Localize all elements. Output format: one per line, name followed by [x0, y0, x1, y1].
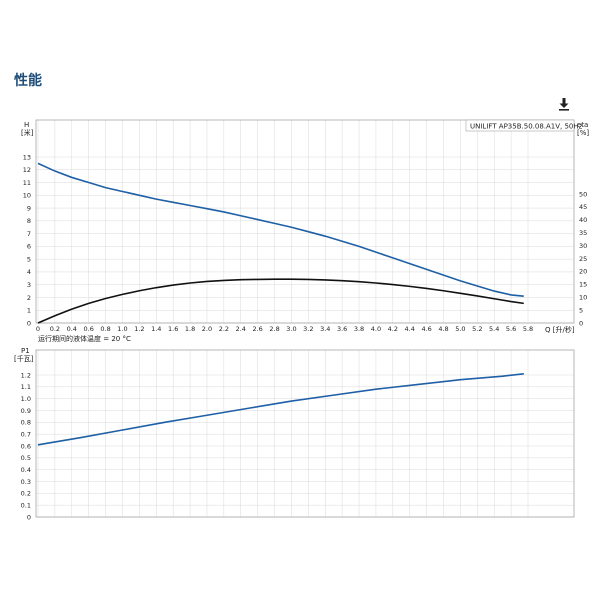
- chart1-ytick: 9: [27, 204, 31, 212]
- chart1-y2tick: 0: [579, 319, 583, 327]
- chart1-xtick: 2.4: [236, 325, 246, 333]
- chart1-xtick: 0.8: [100, 325, 110, 333]
- download-icon[interactable]: [557, 97, 571, 111]
- chart2-ytick: 0.7: [21, 430, 31, 438]
- chart1-y2label-line1: eta: [577, 121, 588, 129]
- chart1-y2tick: 40: [579, 216, 587, 224]
- chart1-ytick: 13: [23, 153, 31, 161]
- chart1-ytick: 12: [23, 166, 31, 174]
- chart1-xtick: 4.6: [421, 325, 431, 333]
- chart1-xtick: 1.4: [151, 325, 161, 333]
- chart2-ytick: 1.0: [21, 395, 31, 403]
- chart1-ytick: 11: [23, 179, 31, 187]
- chart1-ytick: 3: [27, 281, 31, 289]
- chart1-y2label-line2: [%]: [577, 129, 589, 137]
- chart1-xtick: 1.8: [185, 325, 195, 333]
- chart1-ytick: 0: [27, 319, 31, 327]
- temperature-note: 运行期间的液体温度 = 20 °C: [38, 334, 131, 342]
- chart1-grid: [36, 120, 574, 324]
- chart2-ytick: 0: [27, 513, 31, 521]
- chart1-ytick: 2: [27, 294, 31, 302]
- legend-text: UNILIFT AP35B.50.08.A1V, 50Hz: [470, 123, 583, 131]
- power-chart: P1 [千瓦] 0 0.1 0.2 0.3 0.4 0.5 0.6 0.7 0.8 0.9 1.0 1…: [14, 347, 575, 521]
- chart2-ylabel-line1: P1: [21, 347, 30, 355]
- chart2-ytick: 0.1: [21, 501, 31, 509]
- chart2-ytick: 1.2: [21, 371, 31, 379]
- chart1-xtick: 5.0: [455, 325, 465, 333]
- chart1-xlabel: Q [升/秒]: [545, 325, 575, 334]
- chart1-xtick: 0.2: [50, 325, 60, 333]
- chart1-ytick: 6: [27, 243, 31, 251]
- chart1-frame: [35, 119, 575, 324]
- series-h-line: [37, 162, 524, 297]
- chart1-xtick: 1.2: [134, 325, 144, 333]
- chart1-xtick: 2.8: [269, 325, 279, 333]
- chart1-y2tick: 20: [579, 268, 587, 276]
- chart1-xtick: 4.4: [405, 325, 415, 333]
- chart1-xtick: 5.8: [523, 325, 533, 333]
- chart1-ytick: 7: [27, 230, 31, 238]
- chart1-ytick: 4: [27, 268, 31, 276]
- chart1-y2tick: 45: [579, 203, 587, 211]
- chart1-xtick: 3.6: [337, 325, 347, 333]
- chart2-ytick: 0.6: [21, 442, 31, 450]
- chart1-xtick: 3.4: [320, 325, 330, 333]
- chart1-y2tick: 5: [579, 306, 583, 314]
- page-title: 性能: [14, 73, 42, 89]
- chart1-xtick: 3.2: [303, 325, 313, 333]
- chart2-ytick: 0.4: [21, 466, 31, 474]
- chart1-y2tick: 10: [579, 294, 587, 302]
- chart1-xtick: 5.4: [489, 325, 499, 333]
- chart2-ylabel-line2: [千瓦]: [14, 354, 34, 363]
- chart1-xtick: 0.4: [67, 325, 77, 333]
- chart1-xtick: 0: [36, 325, 40, 333]
- chart1-ytick: 8: [27, 217, 31, 225]
- legend-box: UNILIFT AP35B.50.08.A1V, 50Hz: [465, 119, 583, 132]
- chart1-ytick: 5: [27, 255, 31, 263]
- chart1-ylabel-line2: [米]: [21, 128, 34, 137]
- chart1-xtick: 0.6: [84, 325, 94, 333]
- chart1-xtick: 1.0: [117, 325, 127, 333]
- chart1-y2tick: 25: [579, 255, 587, 263]
- chart1-ytick: 1: [27, 307, 31, 315]
- chart1-xtick: 3.8: [354, 325, 364, 333]
- chart1-xtick: 5.6: [506, 325, 516, 333]
- chart1-xtick: 3.0: [286, 325, 296, 333]
- chart2-ytick: 0.5: [21, 454, 31, 462]
- chart1-ytick: 10: [23, 192, 31, 200]
- chart2-ytick: 0.9: [21, 407, 31, 415]
- chart1-y2tick: 50: [579, 190, 587, 198]
- series-p1-line: [37, 373, 524, 446]
- chart1-xtick: 4.8: [438, 325, 448, 333]
- head-efficiency-chart: H [米] eta [%] UNILIFT AP35B.50.08.A1V, 5…: [21, 119, 589, 342]
- chart1-y2tick: 35: [579, 229, 587, 237]
- chart1-y2tick: 15: [579, 281, 587, 289]
- chart2-ytick: 1.1: [21, 383, 31, 391]
- chart1-xtick: 2.2: [219, 325, 229, 333]
- chart2-grid: [36, 350, 574, 518]
- chart1-ylabel-line1: H: [24, 121, 29, 129]
- chart2-frame: [35, 349, 575, 518]
- legend-frame: [465, 119, 575, 132]
- chart1-xtick: 2.0: [202, 325, 212, 333]
- chart1-xtick: 4.2: [388, 325, 398, 333]
- chart1-y2tick: 30: [579, 242, 587, 250]
- chart2-ytick: 0.2: [21, 490, 31, 498]
- chart1-xtick: 1.6: [168, 325, 178, 333]
- series-eta-line: [37, 278, 524, 324]
- chart1-xtick: 4.0: [371, 325, 381, 333]
- chart2-ytick: 0.3: [21, 478, 31, 486]
- chart1-xtick: 5.2: [472, 325, 482, 333]
- chart1-xtick: 2.6: [252, 325, 262, 333]
- chart2-ytick: 0.8: [21, 419, 31, 427]
